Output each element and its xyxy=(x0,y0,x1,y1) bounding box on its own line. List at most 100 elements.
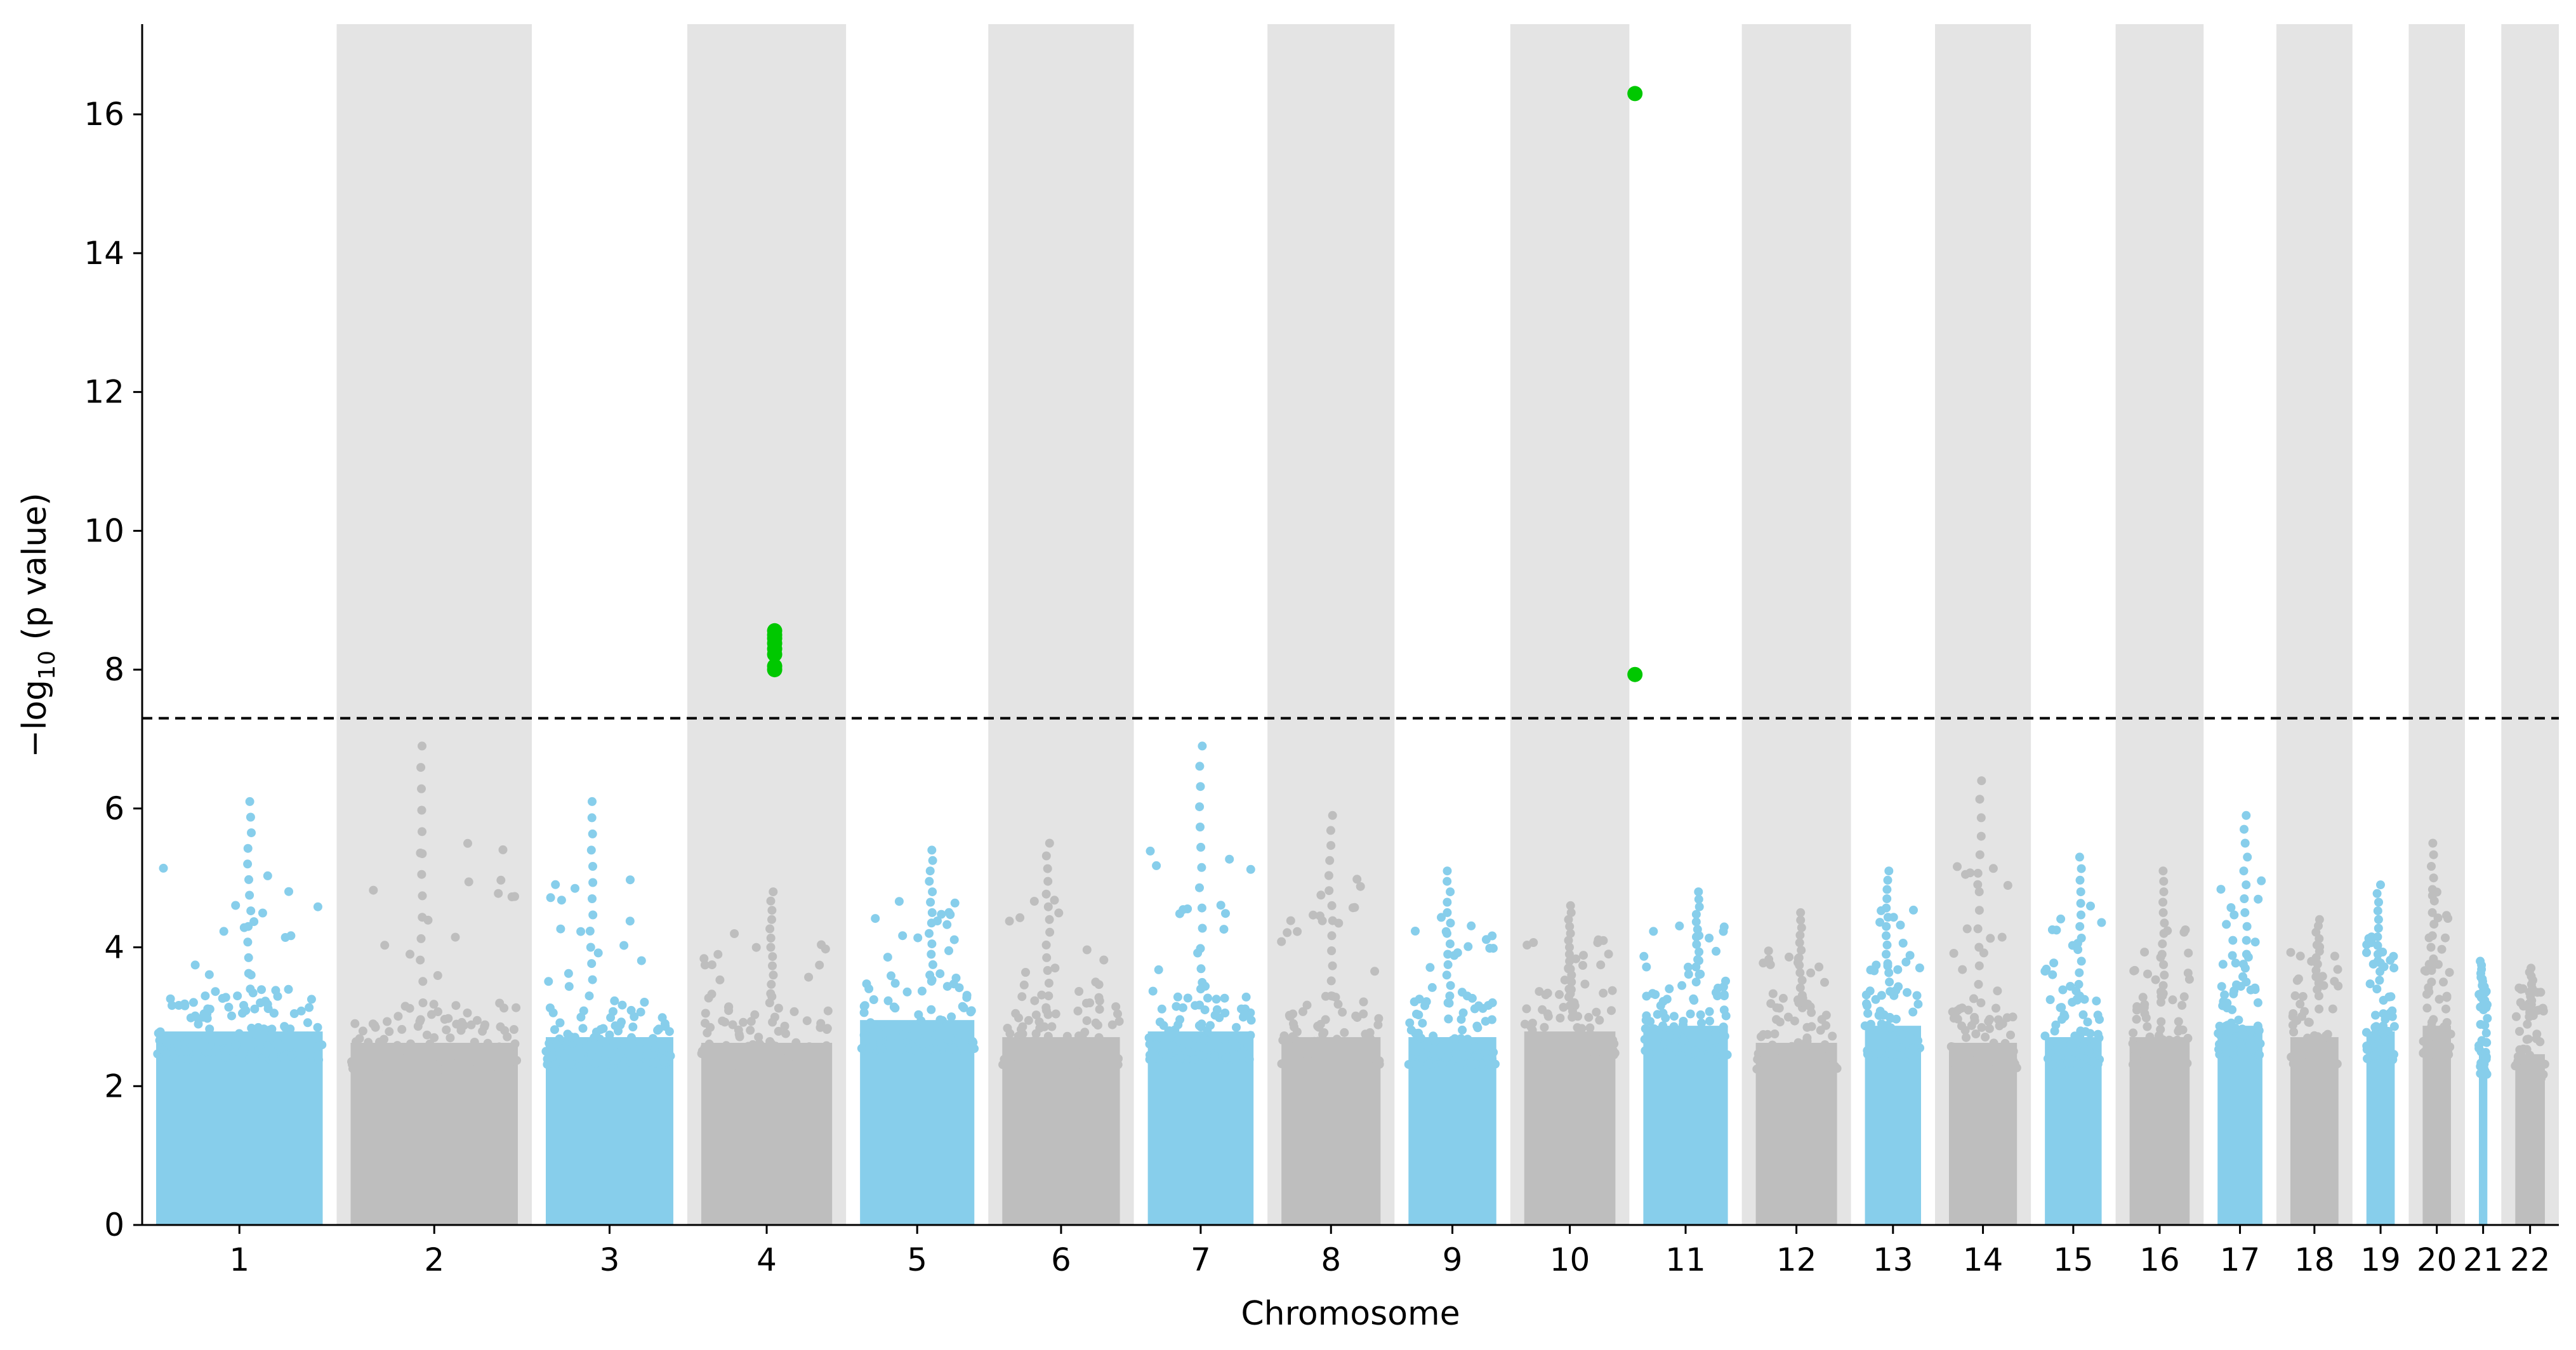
snp-point xyxy=(1481,1017,1490,1026)
snp-peak-point xyxy=(2315,915,2324,924)
snp-peak-point xyxy=(1565,922,1575,931)
snp-point xyxy=(1463,1035,1472,1044)
snp-point xyxy=(2513,1057,2523,1066)
snp-point xyxy=(1199,1035,1208,1045)
snp-peak-point xyxy=(766,934,776,943)
snp-peak-point xyxy=(1196,944,1205,953)
snp-point xyxy=(1891,1041,1900,1050)
snp-peak-point xyxy=(927,939,937,949)
snp-peak-point xyxy=(2429,850,2438,859)
snp-peak-point xyxy=(926,897,935,907)
snp-point xyxy=(2386,955,2395,965)
snp-point xyxy=(1458,1008,1468,1017)
snp-point xyxy=(2183,1033,2193,1043)
snp-peak-point xyxy=(767,906,777,915)
snp-point xyxy=(1714,983,1722,993)
snp-point xyxy=(1062,1031,1072,1041)
snp-point xyxy=(556,924,565,934)
snp-peak-point xyxy=(1196,782,1205,791)
x-tick-label: 5 xyxy=(907,1241,927,1278)
snp-peak-point xyxy=(1694,947,1704,956)
snp-peak-point xyxy=(768,961,777,970)
snp-peak-point xyxy=(243,844,253,853)
snp-point xyxy=(550,1060,560,1069)
snp-point xyxy=(383,1017,392,1026)
snp-point xyxy=(889,1002,899,1012)
chromosome-band-22 xyxy=(2501,24,2559,1225)
snp-peak-point xyxy=(1884,968,1894,977)
snp-point xyxy=(1231,1055,1240,1064)
snp-point xyxy=(510,1039,520,1049)
snp-point xyxy=(2093,1029,2103,1039)
snp-point xyxy=(168,1001,176,1010)
snp-point xyxy=(1204,1043,1213,1052)
snp-point xyxy=(1450,1034,1460,1043)
snp-point xyxy=(710,1061,719,1070)
snp-point xyxy=(822,1045,832,1054)
snp-point xyxy=(1021,968,1030,977)
snp-peak-point xyxy=(1694,902,1704,911)
snp-point xyxy=(506,1050,516,1059)
snp-point xyxy=(307,995,316,1004)
snp-peak-point xyxy=(1565,956,1575,966)
snp-point xyxy=(2516,998,2525,1007)
snp-point xyxy=(1768,989,1778,998)
snp-point xyxy=(1677,981,1687,990)
snp-point xyxy=(1814,962,1824,972)
snp-point xyxy=(2215,1021,2224,1031)
snp-point xyxy=(1607,1006,1616,1016)
snp-point xyxy=(802,1016,812,1026)
snp-point xyxy=(2426,1031,2436,1041)
snp-point xyxy=(1529,1040,1539,1049)
snp-point xyxy=(1865,986,1875,996)
snp-point xyxy=(1991,1062,2001,1072)
snp-point xyxy=(355,1034,364,1043)
snp-peak-point xyxy=(244,969,253,978)
snp-point xyxy=(1543,988,1552,998)
snp-point xyxy=(472,1016,482,1025)
snp-point xyxy=(413,1022,423,1031)
snp-point xyxy=(1891,1014,1901,1024)
snp-point xyxy=(1958,1063,1968,1073)
snp-point xyxy=(1985,1045,1995,1054)
snp-point xyxy=(1648,989,1657,998)
snp-point xyxy=(1091,1018,1100,1028)
snp-point xyxy=(1863,1050,1873,1059)
snp-point xyxy=(498,845,508,854)
snp-point xyxy=(1955,1056,1965,1066)
snp-point xyxy=(1830,1061,1840,1071)
snp-point xyxy=(543,1060,552,1069)
snp-point xyxy=(911,1022,920,1032)
snp-point xyxy=(2441,933,2450,943)
snp-peak-point xyxy=(2427,931,2437,941)
snp-peak-point xyxy=(1327,931,1337,941)
snp-point xyxy=(937,910,946,919)
snp-point xyxy=(1370,967,1380,976)
snp-point xyxy=(2477,1058,2487,1068)
snp-point xyxy=(2238,1024,2247,1034)
snp-point xyxy=(1606,1053,1615,1062)
snp-peak-point xyxy=(1443,866,1452,876)
snp-point xyxy=(745,1060,754,1069)
snp-point xyxy=(1774,1064,1783,1074)
snp-point xyxy=(247,1023,256,1033)
snp-peak-point xyxy=(586,943,595,952)
snp-point xyxy=(2073,1059,2082,1069)
snp-point xyxy=(640,998,649,1007)
snp-point xyxy=(2298,992,2308,1001)
snp-point xyxy=(774,1026,783,1036)
snp-point xyxy=(371,1022,380,1032)
snp-point xyxy=(815,960,824,970)
snp-point xyxy=(1462,1051,1472,1061)
snp-point xyxy=(799,1057,809,1067)
snp-peak-point xyxy=(244,922,253,931)
snp-point xyxy=(234,1029,244,1038)
snp-point xyxy=(1050,896,1059,905)
snp-peak-point xyxy=(1794,998,1804,1007)
snp-point xyxy=(1088,1060,1097,1069)
snp-points-chr22 xyxy=(2511,963,2549,1084)
snp-peak-point xyxy=(1566,908,1576,917)
snp-point xyxy=(781,1029,790,1038)
snp-point xyxy=(967,1006,976,1016)
significant-snp-point xyxy=(767,647,783,662)
